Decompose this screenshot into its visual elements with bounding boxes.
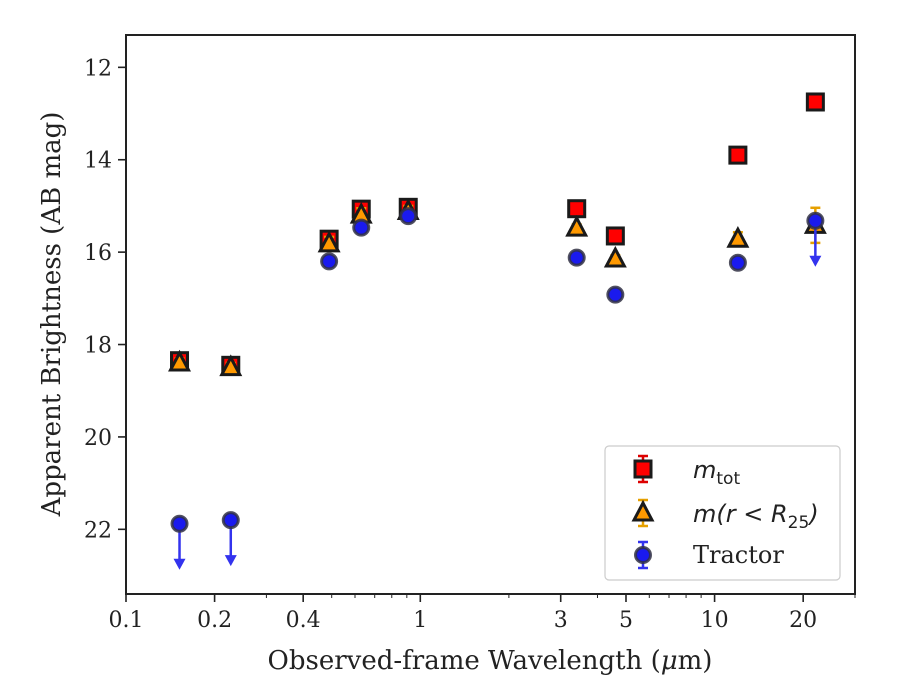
y-tick-label: 16 [84, 241, 112, 266]
legend-symbol-mr25 [631, 499, 655, 522]
x-tick-label: 5 [619, 608, 633, 633]
upper-limit-arrow-head [809, 255, 822, 267]
data-point-tractor [806, 211, 825, 230]
x-tick-label: 3 [554, 608, 568, 633]
data-point-tractor [399, 207, 418, 226]
x-axis-label: Observed-frame Wavelength (μm) [268, 646, 713, 676]
data-point-mr25 [317, 230, 341, 253]
plot-frame [125, 34, 856, 595]
series-mtot [170, 92, 825, 375]
data-point-mr25 [219, 354, 243, 377]
data-point-tractor [567, 248, 586, 267]
x-tick-label: 20 [789, 608, 817, 633]
x-tick-label: 0.2 [197, 608, 232, 633]
legend-label-mtot: mtot [693, 456, 740, 489]
data-layer [168, 92, 827, 570]
legend-marker-tractor [634, 540, 652, 570]
series-mr25 [168, 198, 827, 377]
x-tick-label: 1 [413, 608, 427, 633]
legend-symbol-mtot [633, 459, 653, 479]
data-point-mtot [805, 92, 825, 112]
legend-box [604, 445, 841, 581]
x-tick-label: 10 [701, 608, 729, 633]
legend-label-tractor: Tractor [693, 541, 784, 569]
data-point-tractor [728, 253, 747, 272]
upper-limit-arrow-head [173, 558, 186, 570]
y-axis-label: Apparent Brightness (AB mag) [37, 112, 67, 518]
tick-layer: 0.1 0.2 0.4 1 3 5 10 20 12 14 16 18 20 22 [84, 56, 856, 633]
data-point-mr25 [603, 245, 627, 268]
upper-limit-arrow-head [224, 555, 237, 567]
legend-marker-mr25 [631, 498, 655, 528]
legend-symbol-tractor [634, 546, 652, 564]
series-tractor [170, 207, 825, 570]
data-point-tractor [320, 252, 339, 271]
data-point-tractor [606, 285, 625, 304]
legend-markers [631, 454, 655, 570]
data-point-mr25 [565, 214, 589, 237]
legend-marker-mtot [633, 454, 653, 484]
y-tick-label: 14 [84, 149, 112, 174]
y-tick-label: 18 [84, 334, 112, 359]
data-point-mtot [605, 226, 625, 246]
x-tick-label: 0.1 [109, 608, 144, 633]
y-tick-label: 22 [84, 518, 112, 543]
data-point-mr25 [726, 225, 750, 248]
y-tick-label: 12 [84, 56, 112, 81]
legend-label-mr25: m(r < R25) [693, 500, 819, 533]
y-tick-label: 20 [84, 426, 112, 451]
data-point-tractor [352, 218, 371, 237]
data-point-mtot [567, 199, 587, 219]
data-point-mr25 [168, 349, 192, 372]
data-point-tractor [221, 511, 240, 530]
data-point-mtot [728, 145, 748, 165]
x-tick-label: 0.4 [286, 608, 321, 633]
legend: mtot m(r < R25) Tractor [604, 445, 841, 581]
data-point-tractor [170, 514, 189, 533]
